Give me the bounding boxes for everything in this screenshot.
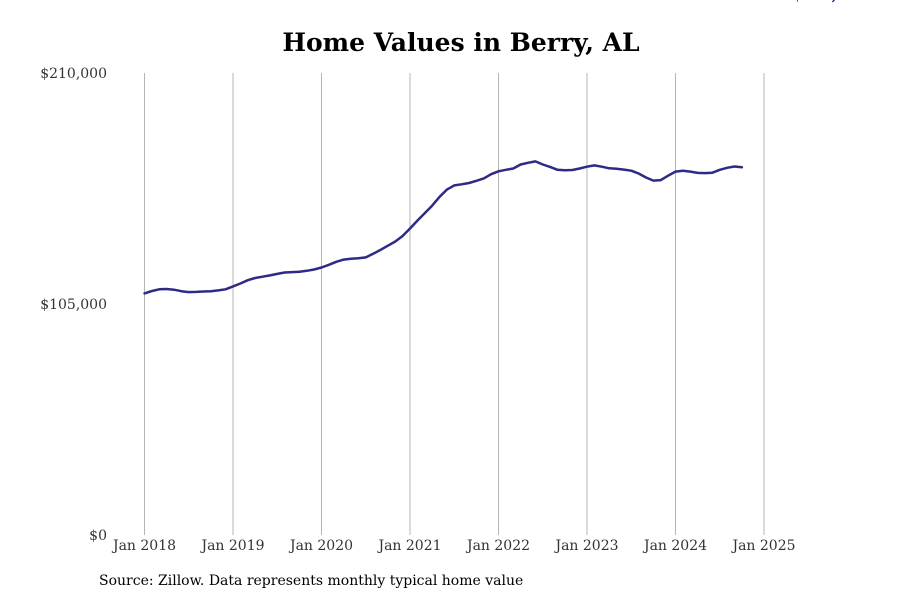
x-tick-label: Jan 2018 (111, 538, 176, 554)
chart-title: Home Values in Berry, AL (282, 28, 640, 57)
x-tick-label: Jan 2024 (642, 538, 707, 554)
y-tick-label: $210,000 (40, 66, 107, 82)
series-line (143, 160, 744, 295)
x-tick-label: Jan 2019 (199, 538, 264, 554)
y-tick-label: $0 (89, 528, 107, 544)
x-tick-label: Jan 2021 (376, 538, 441, 554)
x-tick-label: Jan 2020 (288, 538, 353, 554)
x-tick-label: Jan 2023 (553, 538, 618, 554)
end-value-label: $167,118 (793, 0, 866, 4)
y-tick-label: $105,000 (40, 297, 107, 313)
x-tick-label: Jan 2022 (465, 538, 530, 554)
x-tick-label: Jan 2025 (730, 538, 795, 554)
source-note: Source: Zillow. Data represents monthly … (99, 573, 524, 589)
